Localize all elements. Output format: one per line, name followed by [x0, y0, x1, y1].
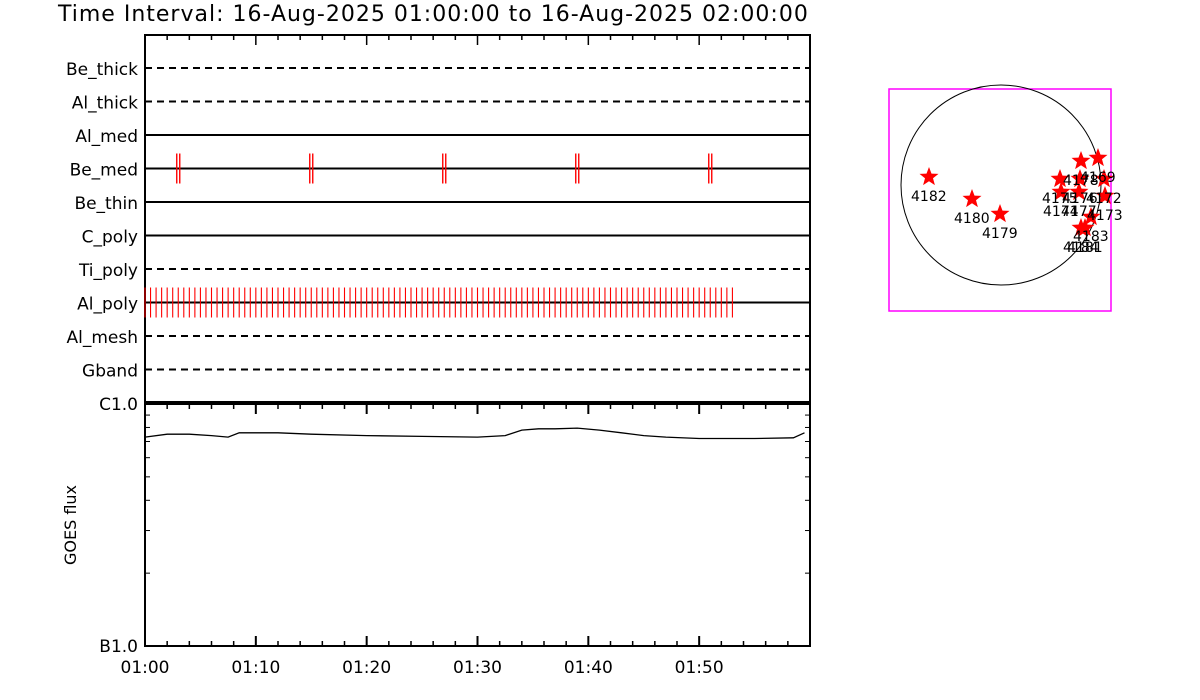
goes-frame	[144, 403, 811, 647]
x-tick-label: 01:00	[121, 658, 170, 678]
x-tick-label: 01:30	[453, 658, 502, 678]
row-label: C_poly	[82, 228, 138, 248]
y-tick-label: B1.0	[99, 637, 138, 657]
row-label: Be_med	[70, 161, 138, 181]
star-marker	[1069, 182, 1089, 201]
star-marker	[962, 189, 982, 208]
x-tick-label: 01:40	[564, 658, 613, 678]
region-label: 4176	[1062, 191, 1098, 207]
row-label: Gband	[82, 362, 138, 382]
row-label: Be_thick	[66, 60, 138, 80]
row-label: Al_mesh	[66, 328, 138, 348]
region-label: 4174	[1043, 204, 1079, 220]
row-label: Al_med	[75, 127, 138, 147]
timeline-frame	[144, 34, 811, 403]
star-marker	[919, 167, 939, 186]
row-label: Be_thin	[74, 194, 138, 214]
region-label: 4184	[1063, 240, 1099, 256]
region-label: 4182	[911, 189, 947, 205]
star-marker	[1071, 218, 1091, 237]
region-label: 4172	[1086, 191, 1122, 207]
star-marker	[1095, 186, 1115, 205]
star-marker	[1070, 169, 1090, 188]
star-marker	[1088, 148, 1108, 167]
star-marker	[1081, 207, 1101, 226]
y-axis-label: GOES flux	[61, 485, 80, 565]
y-tick-label: C1.0	[99, 395, 138, 415]
x-tick-label: 01:10	[231, 658, 280, 678]
event-timeline-panel: Be_thick Al_thick Al_med Be_med Be_thin C_pol…	[66, 34, 811, 403]
chart-title: Time Interval: 16-Aug-2025 01:00:00 to 1…	[58, 2, 809, 27]
x-tick-label: 01:50	[675, 658, 724, 678]
region-label: 4173	[1087, 208, 1123, 224]
region-label: 4180	[954, 211, 990, 227]
goes-flux-line	[144, 427, 805, 440]
region-label: 4175	[1042, 191, 1078, 207]
region-label: 4181	[1067, 240, 1103, 256]
map-frame	[888, 88, 1112, 312]
x-tick-label: 01:20	[342, 658, 391, 678]
goes-flux-panel: 01:00 01:10 01:20 01:30 01:40 01:50 C1.0 B1.0 GO…	[61, 395, 811, 678]
region-label: 4178	[1063, 173, 1099, 189]
region-label: 4169	[1080, 170, 1116, 186]
row-label: Al_poly	[77, 295, 138, 315]
star-marker	[1050, 169, 1070, 188]
row-label: Al_thick	[72, 94, 138, 114]
region-label: 4179	[982, 226, 1018, 242]
row-label: Ti_poly	[78, 261, 138, 281]
region-label: 4183	[1073, 229, 1109, 245]
star-marker	[1051, 182, 1071, 201]
region-label: 4177	[1061, 204, 1097, 220]
star-marker	[1094, 169, 1114, 188]
star-marker	[990, 204, 1010, 223]
star-marker	[1071, 151, 1091, 170]
